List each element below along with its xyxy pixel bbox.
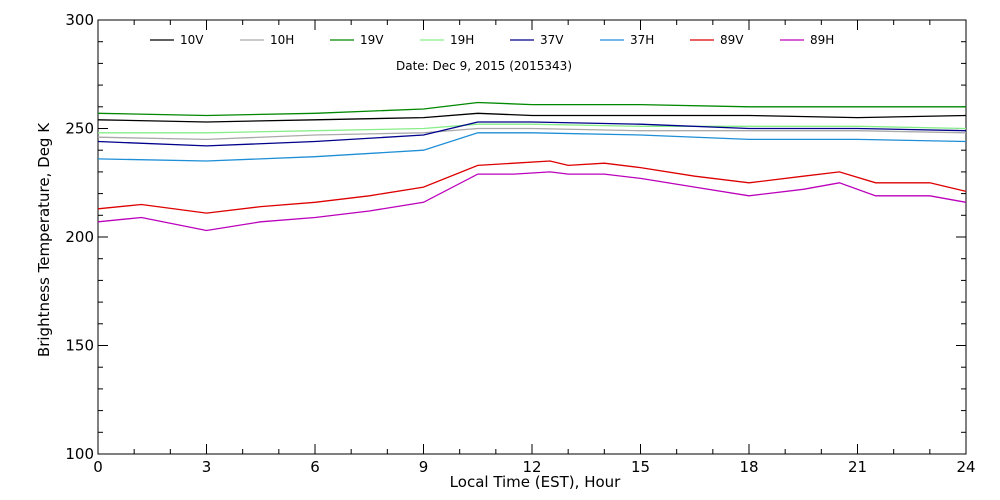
x-axis-title: Local Time (EST), Hour bbox=[450, 473, 621, 491]
y-tick-label: 300 bbox=[65, 11, 94, 29]
x-tick-label: 9 bbox=[419, 458, 429, 476]
x-tick-label: 12 bbox=[522, 458, 541, 476]
x-tick-label: 3 bbox=[202, 458, 212, 476]
legend-label-89v: 89V bbox=[720, 33, 744, 47]
axis-ticks: 0 3 6 9 12 15 18 21 24 100 150 200 250 300 bbox=[65, 11, 975, 476]
x-tick-label: 24 bbox=[956, 458, 975, 476]
legend-label-89h: 89H bbox=[810, 33, 834, 47]
y-tick-label: 200 bbox=[65, 228, 94, 246]
legend-label-37v: 37V bbox=[540, 33, 564, 47]
series-line-19v bbox=[97, 101, 966, 117]
date-annotation: Date: Dec 9, 2015 (2015343) bbox=[396, 59, 572, 73]
series-line-10h bbox=[97, 127, 967, 141]
legend-label-19h: 19H bbox=[450, 33, 474, 47]
x-tick-label: 6 bbox=[310, 458, 320, 476]
series-line-37v bbox=[97, 121, 967, 147]
y-axis-title: Brightness Temperature, Deg K bbox=[35, 122, 53, 357]
x-tick-label: 15 bbox=[631, 458, 650, 476]
series-lines bbox=[97, 101, 967, 232]
legend-label-19v: 19V bbox=[360, 33, 384, 47]
series-line-19h bbox=[98, 123, 967, 134]
y-tick-label: 150 bbox=[65, 337, 94, 355]
x-tick-label: 0 bbox=[93, 458, 103, 476]
legend-label-10v: 10V bbox=[180, 33, 204, 47]
plot-frame bbox=[97, 19, 967, 455]
y-tick-label: 100 bbox=[65, 445, 94, 463]
legend: 10V 10H 19V 19H 37V 37H 89V 89H bbox=[150, 33, 834, 47]
y-tick-label: 250 bbox=[65, 120, 94, 138]
x-tick-label: 21 bbox=[848, 458, 867, 476]
series-line-89h bbox=[97, 171, 967, 232]
series-line-37h bbox=[97, 132, 967, 162]
x-tick-label: 18 bbox=[739, 458, 758, 476]
series-line-89v bbox=[97, 160, 967, 214]
series-line-10v bbox=[97, 112, 967, 123]
legend-label-10h: 10H bbox=[270, 33, 294, 47]
legend-label-37h: 37H bbox=[630, 33, 654, 47]
